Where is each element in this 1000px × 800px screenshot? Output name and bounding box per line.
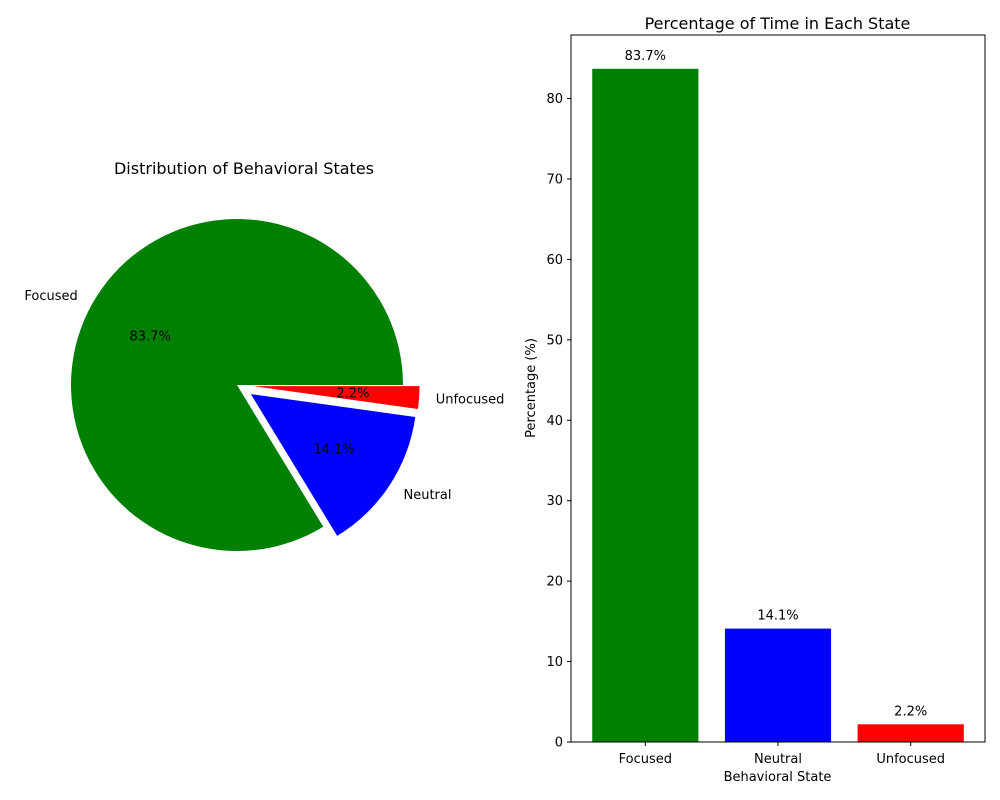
bar-chart-title: Percentage of Time in Each State xyxy=(645,14,911,33)
pie-label-focused: Focused xyxy=(24,289,77,304)
y-tick-label: 70 xyxy=(546,172,563,187)
y-axis-ticks: 0 10 20 30 40 50 60 70 80 xyxy=(546,92,571,751)
y-tick-label: 50 xyxy=(546,333,563,348)
bar-value-label-focused: 83.7% xyxy=(625,49,666,64)
pie-slice-focused xyxy=(71,218,403,551)
bar-focused xyxy=(592,68,699,743)
y-axis-label: Percentage (%) xyxy=(524,338,539,438)
bars xyxy=(592,68,964,743)
bar-chart: Percentage of Time in Each State 0 10 20 30… xyxy=(524,14,986,785)
x-axis-ticks: Focused Neutral Unfocused xyxy=(619,742,945,767)
pie-slices xyxy=(71,218,420,551)
x-tick-label-neutral: Neutral xyxy=(754,752,802,767)
bar-neutral xyxy=(724,628,832,742)
y-tick-label: 0 xyxy=(555,736,563,751)
pie-pct-label-neutral: 14.1% xyxy=(313,442,354,457)
pie-slice-neutral xyxy=(250,394,416,536)
bar-unfocused xyxy=(857,724,964,742)
pie-label-neutral: Neutral xyxy=(403,488,451,503)
pie-pct-label-unfocused: 2.2% xyxy=(336,387,369,402)
y-tick-label: 10 xyxy=(546,655,563,670)
bar-value-labels: 83.7% 14.1% 2.2% xyxy=(625,49,928,720)
x-tick-label-unfocused: Unfocused xyxy=(876,752,945,767)
pie-label-unfocused: Unfocused xyxy=(436,392,505,407)
bar-value-label-unfocused: 2.2% xyxy=(894,704,927,719)
x-axis-label: Behavioral State xyxy=(724,770,832,785)
pie-slice-unfocused xyxy=(253,386,420,410)
pie-chart-title: Distribution of Behavioral States xyxy=(114,159,374,178)
y-tick-label: 30 xyxy=(546,494,563,509)
y-tick-label: 60 xyxy=(546,253,563,268)
x-tick-label-focused: Focused xyxy=(619,752,672,767)
y-tick-label: 40 xyxy=(546,414,563,429)
pie-pct-label-focused: 83.7% xyxy=(130,330,171,345)
bar-value-label-neutral: 14.1% xyxy=(757,609,798,624)
plot-area-frame xyxy=(570,34,986,743)
pie-labels: Focused 83.7% Neutral 14.1% Unfocused 2.2% xyxy=(24,289,504,503)
y-tick-label: 20 xyxy=(546,575,563,590)
y-tick-label: 80 xyxy=(546,92,563,107)
pie-chart: Distribution of Behavioral States Focuse… xyxy=(24,159,504,551)
